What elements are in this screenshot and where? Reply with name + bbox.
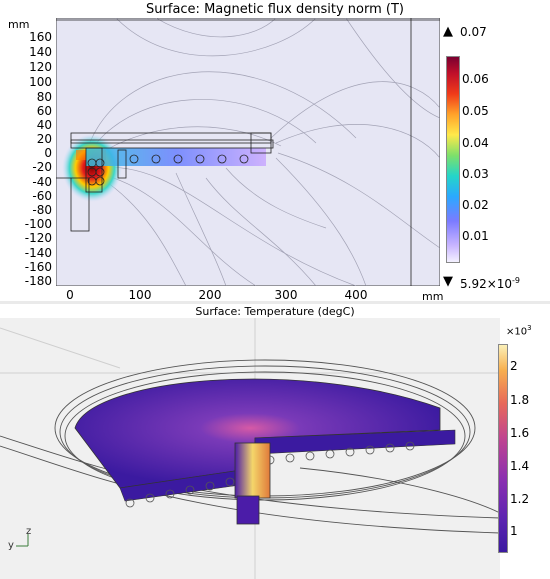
colorbar2-tick-1: 1 bbox=[510, 524, 518, 538]
y-tick-0: 0 bbox=[44, 146, 52, 160]
colorbar2-tick-12: 1.2 bbox=[510, 492, 530, 506]
x-tick-0: 0 bbox=[66, 288, 74, 302]
colorbar1-tick-005: 0.05 bbox=[462, 104, 489, 118]
colorbar2-multiplier-base: ×10 bbox=[506, 326, 528, 338]
colorbar2-multiplier-exp: 3 bbox=[527, 324, 532, 332]
y-tick-neg40: -40 bbox=[32, 175, 52, 189]
y-tick-neg140: -140 bbox=[24, 246, 52, 260]
y-tick-140: 140 bbox=[29, 45, 52, 59]
colorbar2-tick-2: 2 bbox=[510, 359, 518, 373]
y-tick-20: 20 bbox=[36, 132, 52, 146]
y-tick-160: 160 bbox=[29, 30, 52, 44]
y-tick-120: 120 bbox=[29, 60, 52, 74]
x-tick-100: 100 bbox=[128, 288, 152, 302]
colorbar2-multiplier: ×103 bbox=[506, 324, 532, 337]
axis-z-label: z bbox=[26, 526, 32, 537]
colorbar1-tick-002: 0.02 bbox=[462, 198, 489, 212]
y-tick-100: 100 bbox=[29, 75, 52, 89]
magnetic-flux-plot bbox=[56, 18, 440, 286]
plot2-title: Surface: Temperature (degC) bbox=[195, 305, 355, 318]
colorbar1-min-label: 5.92×10-9 bbox=[460, 276, 520, 291]
colorbar1-tick-004: 0.04 bbox=[462, 136, 489, 150]
y-tick-60: 60 bbox=[36, 104, 52, 118]
separator bbox=[0, 301, 550, 304]
y-tick-80: 80 bbox=[36, 90, 52, 104]
y-tick-neg60: -60 bbox=[32, 189, 52, 203]
y-tick-neg160: -160 bbox=[24, 260, 52, 274]
colorbar1-max-label: 0.07 bbox=[460, 25, 487, 39]
plot1-x-unit: mm bbox=[422, 290, 444, 303]
y-tick-neg20: -20 bbox=[32, 160, 52, 174]
colorbar2-tick-16: 1.6 bbox=[510, 426, 530, 440]
axis-y-label: y bbox=[8, 540, 14, 551]
colorbar1-tick-006: 0.06 bbox=[462, 72, 489, 86]
x-tick-200: 200 bbox=[198, 288, 222, 302]
temperature-3d-plot bbox=[0, 318, 500, 579]
y-tick-neg80: -80 bbox=[32, 203, 52, 217]
y-tick-neg100: -100 bbox=[24, 217, 52, 231]
colorbar1-gradient bbox=[446, 56, 460, 263]
colorbar1-min-base: 5.92×10 bbox=[460, 277, 513, 291]
colorbar1-min-marker: ▼ bbox=[443, 274, 453, 289]
colorbar2-gradient bbox=[498, 344, 508, 553]
colorbar1-tick-003: 0.03 bbox=[462, 167, 489, 181]
plot1-title: Surface: Magnetic flux density norm (T) bbox=[146, 2, 404, 17]
colorbar1-max-marker: ▲ bbox=[443, 24, 453, 39]
y-tick-40: 40 bbox=[36, 118, 52, 132]
x-tick-300: 300 bbox=[274, 288, 298, 302]
colorbar1-min-exp: -9 bbox=[512, 276, 521, 285]
colorbar2-tick-18: 1.8 bbox=[510, 393, 530, 407]
colorbar2-tick-14: 1.4 bbox=[510, 459, 530, 473]
colorbar1-tick-001: 0.01 bbox=[462, 229, 489, 243]
x-tick-400: 400 bbox=[344, 288, 368, 302]
y-tick-neg120: -120 bbox=[24, 231, 52, 245]
y-tick-neg180: -180 bbox=[24, 274, 52, 288]
plot1-y-unit: mm bbox=[8, 18, 30, 31]
